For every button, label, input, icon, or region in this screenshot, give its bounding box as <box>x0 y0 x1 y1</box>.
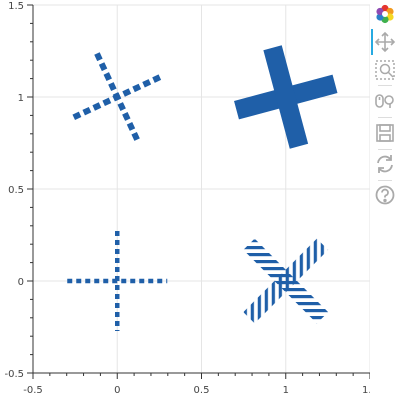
toolbar-separator <box>378 117 392 118</box>
y-ticks: -0.5 0 0.5 1 1.5 <box>4 1 33 380</box>
chart-marks <box>67 45 338 331</box>
toolbar-separator <box>378 85 392 86</box>
marker-arm <box>263 45 309 149</box>
y-tick-label: 0 <box>18 277 24 288</box>
marker-x-3 <box>243 238 329 324</box>
y-tick-label: 1.5 <box>8 1 24 12</box>
box-zoom-icon[interactable] <box>374 59 396 81</box>
marker-cross-1 <box>234 45 338 149</box>
x-tick-label: 0 <box>114 385 120 396</box>
help-icon[interactable] <box>374 184 396 206</box>
y-tick-label: -0.5 <box>4 369 24 380</box>
bokeh-logo-icon[interactable] <box>374 3 396 25</box>
x-tick-label: 0.5 <box>194 385 210 396</box>
y-tick-label: 1 <box>18 93 24 104</box>
wheel-zoom-icon[interactable] <box>374 90 396 112</box>
marker-arm <box>72 73 163 121</box>
active-tool-indicator <box>371 29 373 55</box>
marker-arm <box>243 238 329 324</box>
x-tick-label: -0.5 <box>23 385 43 396</box>
chart-plot: -0.5 0 0.5 1 1.5 -0.5 0 0.5 1 1.5 <box>0 0 370 400</box>
pan-icon[interactable] <box>374 31 396 53</box>
marker-x-0 <box>72 52 163 142</box>
x-tick-label: 1.5 <box>362 385 370 396</box>
toolbar-separator <box>378 180 392 181</box>
x-tick-label: 1 <box>283 385 289 396</box>
toolbar <box>370 0 400 400</box>
toolbar-separator <box>378 149 392 150</box>
x-ticks: -0.5 0 0.5 1 1.5 <box>23 373 370 396</box>
plot-background <box>0 0 370 400</box>
marker-cross-2 <box>67 231 168 331</box>
save-icon[interactable] <box>374 122 396 144</box>
reset-icon[interactable] <box>374 153 396 175</box>
y-tick-label: 0.5 <box>8 185 24 196</box>
